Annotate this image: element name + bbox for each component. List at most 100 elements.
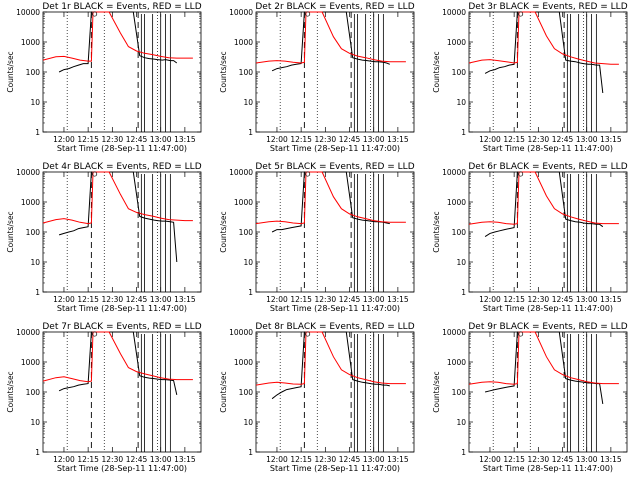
- plot-frame: [255, 331, 415, 453]
- x-tick-label: 12:30: [315, 135, 337, 144]
- y-axis-label: Counts/sec: [219, 51, 228, 92]
- y-axis-label: Counts/sec: [219, 371, 228, 412]
- y-tick-label: 1: [35, 288, 40, 297]
- y-tick-label: 100: [452, 68, 467, 77]
- y-tick-label: 1: [35, 128, 40, 137]
- panel-title: Det 5r BLACK = Events, RED = LLD: [255, 162, 414, 172]
- plot-frame: [468, 11, 628, 133]
- x-tick-label: 12:15: [503, 135, 525, 144]
- peak-marker: [92, 171, 98, 177]
- x-axis-label: Start Time (28-Sep-11 11:47:00): [483, 304, 613, 313]
- x-tick-label: 12:00: [266, 135, 288, 144]
- x-tick-label: 12:15: [503, 295, 525, 304]
- y-axis-label: Counts/sec: [432, 211, 441, 252]
- x-tick-label: 13:00: [363, 295, 385, 304]
- x-tick-label: 12:45: [339, 135, 361, 144]
- y-tick-label: 1: [461, 448, 466, 457]
- x-axis-label: Start Time (28-Sep-11 11:47:00): [270, 144, 400, 153]
- plot-frame: [468, 331, 628, 453]
- x-tick-label: 12:15: [290, 455, 312, 464]
- y-tick-label: 100: [26, 388, 41, 397]
- plot-frame: [42, 11, 202, 133]
- panel-2: Det 2r BLACK = Events, RED = LLD 1 10 100 10…: [219, 2, 415, 153]
- y-tick-label: 1000: [447, 198, 466, 207]
- peak-marker: [305, 171, 311, 177]
- x-tick-label: 12:30: [102, 295, 124, 304]
- series-line-lld: [255, 171, 406, 225]
- x-tick-label: 13:15: [600, 455, 622, 464]
- y-tick-label: 10: [30, 258, 40, 267]
- panel-title: Det 6r BLACK = Events, RED = LLD: [468, 162, 627, 172]
- x-tick-label: 12:45: [552, 135, 574, 144]
- y-tick-label: 10: [456, 98, 466, 107]
- x-tick-label: 12:45: [339, 455, 361, 464]
- y-tick-label: 10000: [442, 168, 466, 177]
- plot-frame: [42, 331, 202, 453]
- x-tick-label: 12:30: [102, 135, 124, 144]
- x-tick-label: 13:15: [174, 455, 196, 464]
- series-line-lld: [42, 331, 193, 383]
- y-tick-label: 10000: [442, 8, 466, 17]
- y-axis-label: Counts/sec: [432, 51, 441, 92]
- x-tick-label: 13:15: [600, 295, 622, 304]
- x-tick-label: 12:45: [126, 455, 148, 464]
- peak-marker: [92, 11, 98, 17]
- y-tick-label: 100: [452, 388, 467, 397]
- series-line-lld: [468, 331, 619, 385]
- y-tick-label: 1: [461, 288, 466, 297]
- series-line-events: [484, 331, 604, 404]
- y-tick-label: 1000: [21, 38, 40, 47]
- plot-frame: [468, 171, 628, 293]
- x-axis-label: Start Time (28-Sep-11 11:47:00): [57, 304, 187, 313]
- x-tick-label: 13:15: [174, 295, 196, 304]
- y-tick-label: 100: [239, 388, 254, 397]
- y-tick-label: 1000: [21, 198, 40, 207]
- x-tick-label: 13:00: [150, 295, 172, 304]
- y-tick-label: 10: [243, 98, 253, 107]
- y-tick-label: 100: [239, 68, 254, 77]
- y-tick-label: 10: [30, 98, 40, 107]
- panel-title: Det 8r BLACK = Events, RED = LLD: [255, 322, 414, 332]
- x-tick-label: 13:00: [576, 455, 598, 464]
- series-line-events: [271, 331, 390, 400]
- y-tick-label: 1000: [447, 358, 466, 367]
- y-tick-label: 100: [452, 228, 467, 237]
- y-tick-label: 10000: [16, 328, 40, 337]
- panel-title: Det 7r BLACK = Events, RED = LLD: [42, 322, 201, 332]
- y-tick-label: 100: [239, 228, 254, 237]
- x-tick-label: 12:45: [126, 135, 148, 144]
- peak-marker: [518, 171, 524, 177]
- series-line-lld: [42, 171, 193, 225]
- panel-title: Det 3r BLACK = Events, RED = LLD: [468, 2, 627, 12]
- x-tick-label: 12:00: [479, 295, 501, 304]
- x-tick-label: 13:00: [576, 135, 598, 144]
- x-tick-label: 13:15: [174, 135, 196, 144]
- series-line-lld: [468, 11, 619, 65]
- panel-title: Det 4r BLACK = Events, RED = LLD: [42, 162, 201, 172]
- y-axis-label: Counts/sec: [6, 371, 15, 412]
- x-tick-label: 12:15: [503, 455, 525, 464]
- peak-marker: [92, 331, 98, 337]
- y-axis-label: Counts/sec: [219, 211, 228, 252]
- x-axis-label: Start Time (28-Sep-11 11:47:00): [270, 304, 400, 313]
- x-tick-label: 12:00: [479, 455, 501, 464]
- x-tick-label: 12:00: [266, 455, 288, 464]
- peak-marker: [305, 11, 311, 17]
- y-tick-label: 1000: [234, 358, 253, 367]
- y-tick-label: 10: [456, 418, 466, 427]
- y-tick-label: 100: [26, 68, 41, 77]
- panel-4: Det 4r BLACK = Events, RED = LLD 1 10 100 10…: [6, 162, 202, 313]
- plot-frame: [255, 171, 415, 293]
- panel-title: Det 1r BLACK = Events, RED = LLD: [42, 2, 201, 12]
- panel-3: Det 3r BLACK = Events, RED = LLD 1 10 100 10…: [432, 2, 628, 153]
- plot-frame: [255, 11, 415, 133]
- plot-frame: [42, 171, 202, 293]
- x-tick-label: 12:00: [53, 295, 75, 304]
- x-tick-label: 12:00: [266, 295, 288, 304]
- x-tick-label: 12:45: [552, 455, 574, 464]
- y-tick-label: 10: [456, 258, 466, 267]
- y-tick-label: 1: [35, 448, 40, 457]
- series-line-events: [484, 11, 604, 94]
- x-tick-label: 12:15: [290, 295, 312, 304]
